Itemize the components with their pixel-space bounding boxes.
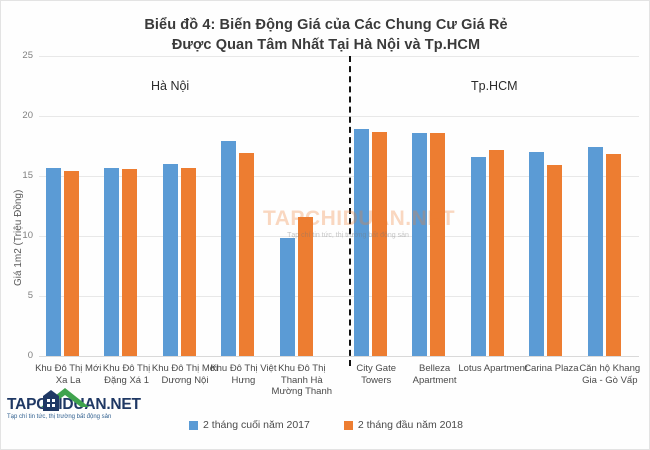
x-axis-category-label: Khu Đô Thị Đặng Xá 1 [102, 363, 151, 386]
bar-group [156, 56, 214, 356]
bar-group [214, 56, 272, 356]
x-axis-category-label: Khu Đô Thị Việt Hưng [210, 363, 277, 386]
bar [64, 171, 79, 356]
bar [547, 165, 563, 356]
bar [279, 238, 295, 356]
bar [122, 168, 138, 356]
gridline-5 [39, 296, 639, 297]
gridline-25 [39, 56, 639, 57]
chart-title-line-1: Biểu đồ 4: Biến Động Giá của Các Chung C… [144, 17, 508, 33]
plot-area: Giá 1m2 (Triệu Đồng) 0 5 10 15 20 25 [13, 50, 639, 361]
y-tick-label-20: 20 [22, 110, 33, 121]
gridline-10 [39, 236, 639, 237]
site-logo-watermark: TAPCHIDUAN.NET Tạp chí tin tức, thị trườ… [7, 388, 157, 420]
region-label-hcm: Tp.HCM [471, 79, 518, 93]
legend-item[interactable]: 2 tháng đầu năm 2018 [343, 419, 463, 431]
bar [372, 131, 387, 356]
x-axis-category-label: Lotus Apartment [458, 363, 528, 374]
x-axis-category-label: Belleza Apartment [412, 363, 457, 386]
bar [162, 164, 178, 356]
bar [412, 132, 428, 356]
bar [104, 167, 120, 356]
bar [605, 154, 621, 356]
y-tick-label-15: 15 [22, 170, 33, 181]
bar-group [464, 56, 522, 356]
bar [587, 147, 603, 356]
bar [354, 129, 369, 356]
bar-group [522, 56, 580, 356]
bar [180, 167, 196, 356]
legend-label: 2 tháng đầu năm 2018 [357, 419, 463, 431]
region-label-hanoi: Hà Nội [151, 79, 190, 93]
x-axis-category-label: Khu Đô Thị Mới Dương Nội [151, 363, 219, 386]
gridline-0 [39, 356, 639, 357]
legend-item[interactable]: 2 tháng cuối năm 2017 [189, 419, 310, 431]
bar [297, 216, 313, 356]
bar [430, 132, 446, 356]
x-axis-category-label: Khu Đô Thị Thanh Hà Mường Thanh [271, 363, 333, 397]
chart-legend: 2 tháng cuối năm 2017 2 tháng đầu năm 201… [1, 419, 650, 431]
bar [470, 156, 486, 356]
bar [529, 152, 545, 356]
y-tick-label-10: 10 [22, 230, 33, 241]
legend-swatch-icon [343, 420, 353, 430]
logo-tagline-text: Tạp chí tin tức, thị trường bất động sản [7, 414, 112, 420]
bar [46, 167, 61, 356]
x-axis-category-label: Căn hộ Khang Gia - Gò Vấp [579, 363, 641, 386]
y-tick-label-5: 5 [27, 290, 33, 301]
bar-group [97, 56, 155, 356]
y-tick-label-0: 0 [27, 350, 33, 361]
bar [239, 153, 255, 356]
bar [488, 149, 504, 356]
bar-group [273, 56, 331, 356]
chart-title-line-2: Được Quan Tâm Nhất Tại Hà Nội và Tp.HCM [171, 37, 481, 53]
x-axis-category-label: Carina Plaza [524, 363, 579, 374]
y-tick-label-25: 25 [22, 50, 33, 61]
bar-group [405, 56, 463, 356]
legend-swatch-icon [189, 420, 199, 430]
page-title: Biểu đồ 4: Biến Động Giá của Các Chung C… [51, 15, 601, 55]
bar-group [39, 56, 97, 356]
x-axis-category-label: Khu Đô Thị Mới Xa La [35, 363, 102, 386]
house-logo-icon [41, 388, 89, 411]
gridline-20 [39, 116, 639, 117]
x-axis-category-label: City Gate Towers [356, 363, 396, 386]
gridline-15 [39, 176, 639, 177]
legend-label: 2 tháng cuối năm 2017 [203, 419, 310, 431]
region-divider-line [349, 56, 351, 366]
bar [221, 141, 237, 356]
bar-group [347, 56, 405, 356]
bar-group [581, 56, 639, 356]
logo-brand-text: TAPCHIDUAN.NET [7, 396, 141, 413]
